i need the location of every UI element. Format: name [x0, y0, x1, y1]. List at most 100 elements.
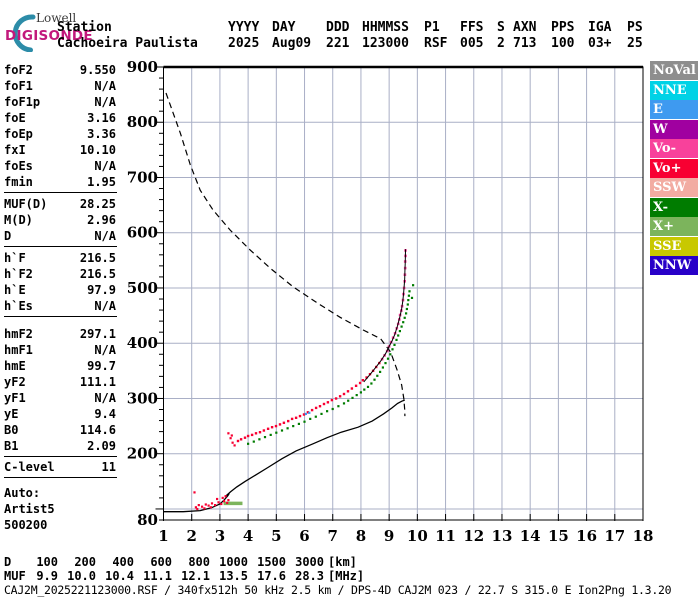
y-axis-label: 200 [127, 445, 158, 463]
header-column-label: P1 [424, 20, 440, 35]
distance-row-cell: 600 [150, 555, 172, 569]
separator-line [4, 316, 117, 317]
auto-footer-line: 500200 [4, 518, 48, 532]
param-row-hf: h`F 216.5 [4, 251, 116, 267]
distance-row: D 100 200 400 600 800 1000 1500 3000 [km] [4, 555, 364, 569]
x-axis-label: 9 [384, 527, 394, 545]
header-column-value: RSF [424, 36, 448, 51]
distance-row-cell: 200 [74, 555, 96, 569]
legend-item-x: X- [650, 197, 698, 217]
param-group: MUF(D) 28.25 M(D) 2.96 D N/A [4, 197, 120, 245]
param-label: foF1 [4, 79, 33, 93]
distance-row-cell: 3000 [295, 555, 324, 569]
echo-dot [370, 382, 373, 385]
series-o-trace-fit [363, 249, 406, 383]
echo-dot [402, 321, 405, 324]
param-value: 297.1 [79, 327, 116, 341]
x-axis-label: 14 [520, 527, 541, 545]
echo-dot [386, 357, 390, 360]
header-column-yyyy: YYYY 2025 [228, 21, 259, 51]
legend-item-nne: NNE [650, 80, 698, 100]
y-axis-label: 400 [127, 334, 158, 352]
echo-dot [193, 491, 196, 494]
distance-row-unit: [km] [328, 555, 357, 569]
echo-dot [207, 504, 210, 507]
distance-row-cell: 1000 [219, 555, 248, 569]
x-axis-label: 15 [548, 527, 569, 545]
echo-dot [230, 434, 233, 437]
echo-dot [294, 416, 298, 419]
param-row-mufd: MUF(D) 28.25 [4, 197, 116, 213]
echo-dot [326, 410, 329, 413]
legend-item-nnw: NNW [650, 256, 698, 275]
echo-dot [275, 431, 278, 434]
param-group: C-level 11 [4, 460, 120, 476]
echo-dot [223, 500, 226, 503]
param-row-d: D N/A [4, 229, 116, 245]
param-group: hmF2 297.1 hmF1 N/A hmE 99.7 yF2 111.1 yF1 N/A yE 9… [4, 327, 120, 455]
param-row-foep: foEp 3.36 [4, 127, 116, 143]
echo-dot [326, 401, 330, 404]
logo-crescent-icon [12, 14, 36, 52]
muf-row-cell: 13.5 [219, 569, 248, 583]
muf-row-cell: 10.0 [67, 569, 96, 583]
echo-dot [318, 405, 322, 408]
echo-dot [338, 395, 342, 398]
separator-line [4, 192, 117, 193]
echo-dot [363, 388, 366, 391]
param-label: foEs [4, 159, 33, 173]
echo-dot [379, 370, 382, 373]
param-group: h`F 216.5 h`F2 216.5 h`E 97.9 h`Es N/A [4, 251, 120, 315]
param-value: 10.10 [79, 143, 116, 157]
echo-dot [220, 502, 223, 506]
legend-item-vo: Vo+ [650, 158, 698, 178]
header-column-value: 03+ [588, 36, 612, 51]
echo-dot [239, 438, 243, 441]
param-value: 99.7 [87, 359, 116, 373]
header-column-label: PPS [551, 20, 575, 35]
echo-dot [282, 421, 286, 424]
param-value: N/A [94, 391, 116, 405]
x-axis-label: 18 [633, 527, 654, 545]
echo-dot [269, 433, 272, 436]
echo-dot [393, 343, 396, 346]
y-axis-label: 80 [137, 511, 158, 529]
echo-dot [226, 501, 229, 504]
echo-dot [306, 411, 310, 414]
param-label: h`F [4, 251, 26, 265]
param-row-b1: B1 2.09 [4, 439, 116, 455]
series-x-trace [247, 284, 415, 445]
echo-dot [405, 307, 408, 311]
header-column-ddd: DDD 221 [326, 21, 349, 51]
distance-row-cell: 400 [112, 555, 134, 569]
echo-dot [400, 325, 403, 328]
echo-dot [361, 379, 365, 382]
param-value: 28.25 [79, 197, 116, 211]
param-label: foEp [4, 127, 33, 141]
header-column-value: 005 [460, 36, 484, 51]
y-axis-label: 500 [127, 279, 158, 297]
auto-footer-line: Auto: [4, 486, 41, 500]
header-column-axn: AXN 713 [513, 21, 536, 51]
echo-dot [302, 413, 306, 416]
param-label: yF2 [4, 375, 26, 389]
echo-dot [229, 437, 232, 440]
echo-dot [258, 438, 261, 441]
param-label: yF1 [4, 391, 26, 405]
y-axis-label: 900 [127, 58, 158, 76]
echo-dot [391, 348, 394, 351]
echo-dot [397, 334, 400, 337]
station-name: Cachoeira Paulista [57, 36, 198, 51]
param-label: h`Es [4, 299, 33, 313]
separator-line [4, 456, 117, 457]
param-value: N/A [94, 79, 116, 93]
param-row-fof2: foF2 9.550 [4, 63, 116, 79]
echo-dot [410, 296, 414, 299]
distance-row-cell: 1500 [257, 555, 286, 569]
header-column-value: Aug09 [272, 36, 312, 51]
echo-dot [203, 507, 206, 510]
param-label: C-level [4, 460, 55, 474]
param-label: h`F2 [4, 267, 33, 281]
echo-dot [412, 284, 415, 287]
